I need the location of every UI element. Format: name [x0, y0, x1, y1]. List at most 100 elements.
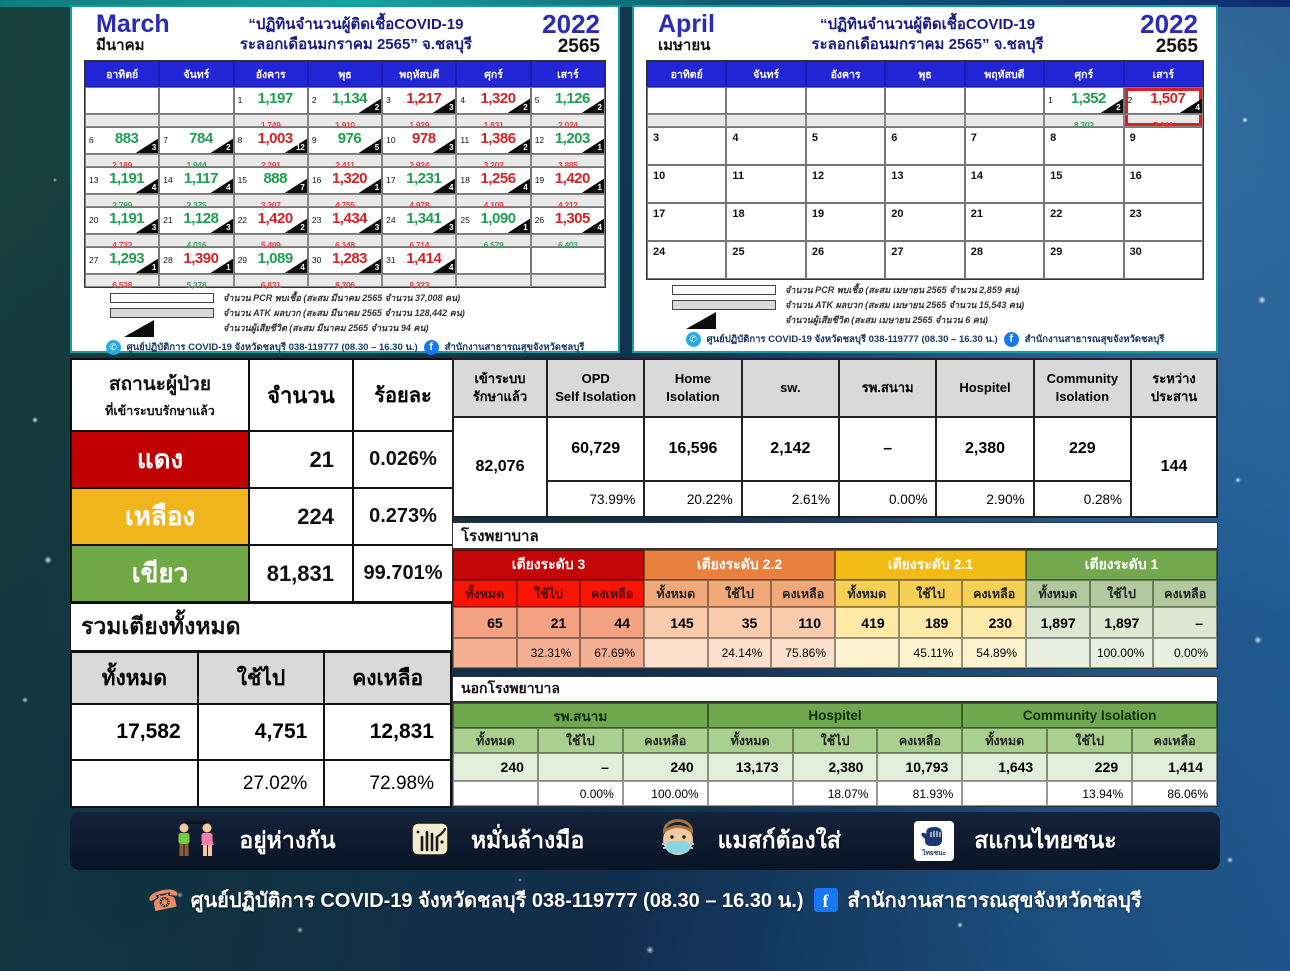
- treatment-percent: 2.90%: [936, 481, 1034, 517]
- bed-percent: [453, 638, 517, 668]
- calendar-day-cell: 17: [647, 202, 727, 241]
- calendar-day-cell: 5: [805, 126, 886, 165]
- day-header-row: อาทิตย์ จันทร์ อังคาร พุธ พฤหัสบดี ศุกร์ เสาร์: [85, 60, 605, 87]
- calendar-day-cell: [530, 246, 605, 274]
- atk-count: 6,579: [483, 239, 504, 250]
- phone-icon: ✆: [685, 331, 701, 347]
- status-count: 81,831: [249, 545, 353, 602]
- bed-percent: 13.94%: [1047, 781, 1133, 806]
- patient-status-table: สถานะผู้ป่วย ที่เข้าระบบรักษาแล้ว จำนวน …: [70, 358, 453, 603]
- pcr-case-count: 976: [337, 129, 362, 147]
- calendar-day-cell: 6 883 3: [85, 126, 160, 154]
- death-count: 3: [374, 222, 380, 232]
- day-number: 26: [534, 214, 545, 225]
- month-name-th: มีนาคม: [96, 37, 145, 54]
- death-triangle-icon: [1178, 97, 1202, 113]
- atk-count: 7,241: [1153, 119, 1174, 130]
- death-triangle-icon: [208, 137, 233, 153]
- atk-cell: 2,189: [85, 153, 160, 170]
- calendar-day-cell: 19 1,420 1: [530, 166, 605, 194]
- death-count: 2: [226, 142, 231, 152]
- death-triangle-icon: [505, 217, 530, 233]
- month-name-en: April: [658, 10, 715, 38]
- treatment-summary-table: เข้าระบบ รักษาแล้ว OPD Self Isolation Home Is…: [452, 358, 1218, 518]
- atk-cell: 1,910: [307, 113, 383, 130]
- day-number: 9: [1129, 131, 1136, 144]
- atk-count: 6,528: [112, 279, 133, 290]
- treatment-pending: 144: [1131, 417, 1217, 517]
- day-number: 1: [237, 94, 243, 105]
- calendar-year: 2022 2565: [542, 9, 600, 57]
- bed-value: 65: [453, 607, 517, 638]
- death-triangle-icon: [505, 177, 530, 193]
- death-count: 4: [523, 182, 528, 192]
- day-header: อังคาร: [233, 60, 308, 87]
- calendar-day-cell: 20: [885, 202, 965, 241]
- calendar-day-cell: 13 1,191 4: [85, 166, 160, 194]
- outside-beds-table: รพ.สนาม ทั้งหมด ใช้ไป คงเหลือ 240–240 0.00% 10…: [452, 702, 1218, 807]
- day-number: 19: [811, 207, 825, 220]
- death-count: 2: [597, 102, 602, 112]
- legend-row: จำนวน ATK ผลบวก (สะสม มีนาคม 2565 จำนวน …: [110, 307, 606, 320]
- bed-group: เตียงระดับ 1 ทั้งหมด ใช้ไป คงเหลือ 1,897 1,89…: [1026, 550, 1217, 668]
- prevention-banner: อยู่ห่างกัน หมั่นล้างมือ: [70, 812, 1220, 870]
- legend-text: จำนวน PCR พบเชื้อ (สะสม เมษายน 2565 จำนว…: [785, 285, 1020, 296]
- day-header: เสาร์: [1123, 60, 1203, 87]
- death-count: 1: [374, 182, 380, 192]
- atk-cell: [726, 113, 806, 127]
- bed-subheader: ใช้ไป: [1089, 580, 1154, 607]
- thaichana-logo: ไทยชนะ: [914, 821, 955, 861]
- day-header: จันทร์: [726, 60, 806, 87]
- bed-percent: 81.93%: [877, 781, 963, 806]
- atk-cell: 2,411: [307, 153, 383, 170]
- calendar-day-cell: [456, 246, 531, 274]
- day-number: 16: [1129, 169, 1142, 182]
- bed-percent: 0.00%: [537, 781, 623, 806]
- calendar-day-cell: 27: [885, 240, 965, 279]
- bed-value: 1,897: [1089, 607, 1154, 638]
- month-name-th: เมษายน: [658, 37, 711, 54]
- bed-subheader: คงเหลือ: [622, 728, 708, 753]
- beds-value: 17,582: [71, 704, 198, 760]
- bed-percent: 75.86%: [771, 638, 835, 668]
- pcr-case-count: 784: [189, 129, 213, 147]
- death-count: 1: [151, 262, 157, 272]
- death-triangle-icon: [282, 217, 307, 233]
- death-triangle-icon: [357, 217, 382, 233]
- bed-percent: [962, 781, 1048, 806]
- bed-group: Hospitel ทั้งหมด ใช้ไป คงเหลือ 13,173 2,380 10…: [707, 703, 963, 806]
- bed-group: Community Isolation ทั้งหมด ใช้ไป คงเหลือ 1,…: [962, 703, 1218, 806]
- bed-percent: 24.14%: [707, 638, 772, 668]
- bed-subheader: คงเหลือ: [580, 580, 644, 607]
- banner-item-handwash: หมั่นล้างมือ: [409, 820, 584, 863]
- calendar-day-cell: 21 1,128 3: [159, 206, 234, 234]
- calendar-day-cell: 11: [726, 164, 806, 203]
- atk-swatch: [672, 300, 776, 311]
- day-number: 25: [460, 214, 470, 225]
- atk-cell: 1,929: [382, 113, 457, 130]
- treatment-column-header: ระหว่าง ประสาน: [1131, 359, 1217, 417]
- atk-cell: 1,831: [456, 113, 531, 130]
- atk-count: 4,755: [335, 199, 355, 210]
- day-header: อาทิตย์: [85, 60, 160, 87]
- legend-row: จำนวนผู้เสียชีวิต (สะสม เมษายน 2565 จำนว…: [672, 311, 1204, 329]
- bed-value: 2,380: [792, 753, 878, 781]
- calendar-day-cell: 4 1,320 2: [456, 86, 531, 114]
- day-number: 17: [653, 207, 666, 220]
- treatment-column-header: Community Isolation: [1033, 359, 1131, 417]
- calendar-day-cell: 24: [647, 240, 727, 279]
- calendar-day-cell: 23 1,434 3: [307, 206, 383, 234]
- day-number: 4: [460, 94, 466, 105]
- social-distancing-icon: [173, 820, 219, 863]
- bed-percent: [1026, 638, 1090, 668]
- calendar-day-cell: [964, 86, 1045, 114]
- atk-cell: 7,241: [1123, 113, 1203, 130]
- day-number: 6: [89, 134, 94, 145]
- bed-subheader: คงเหลือ: [962, 580, 1026, 607]
- bed-percent: [453, 781, 538, 806]
- treatment-column-header: sw.: [741, 359, 839, 417]
- calendar-day-cell: 8 1,003 12: [233, 126, 308, 154]
- face-mask-icon: [658, 818, 698, 864]
- death-triangle-icon: [134, 137, 159, 153]
- death-triangle-icon: [431, 257, 456, 273]
